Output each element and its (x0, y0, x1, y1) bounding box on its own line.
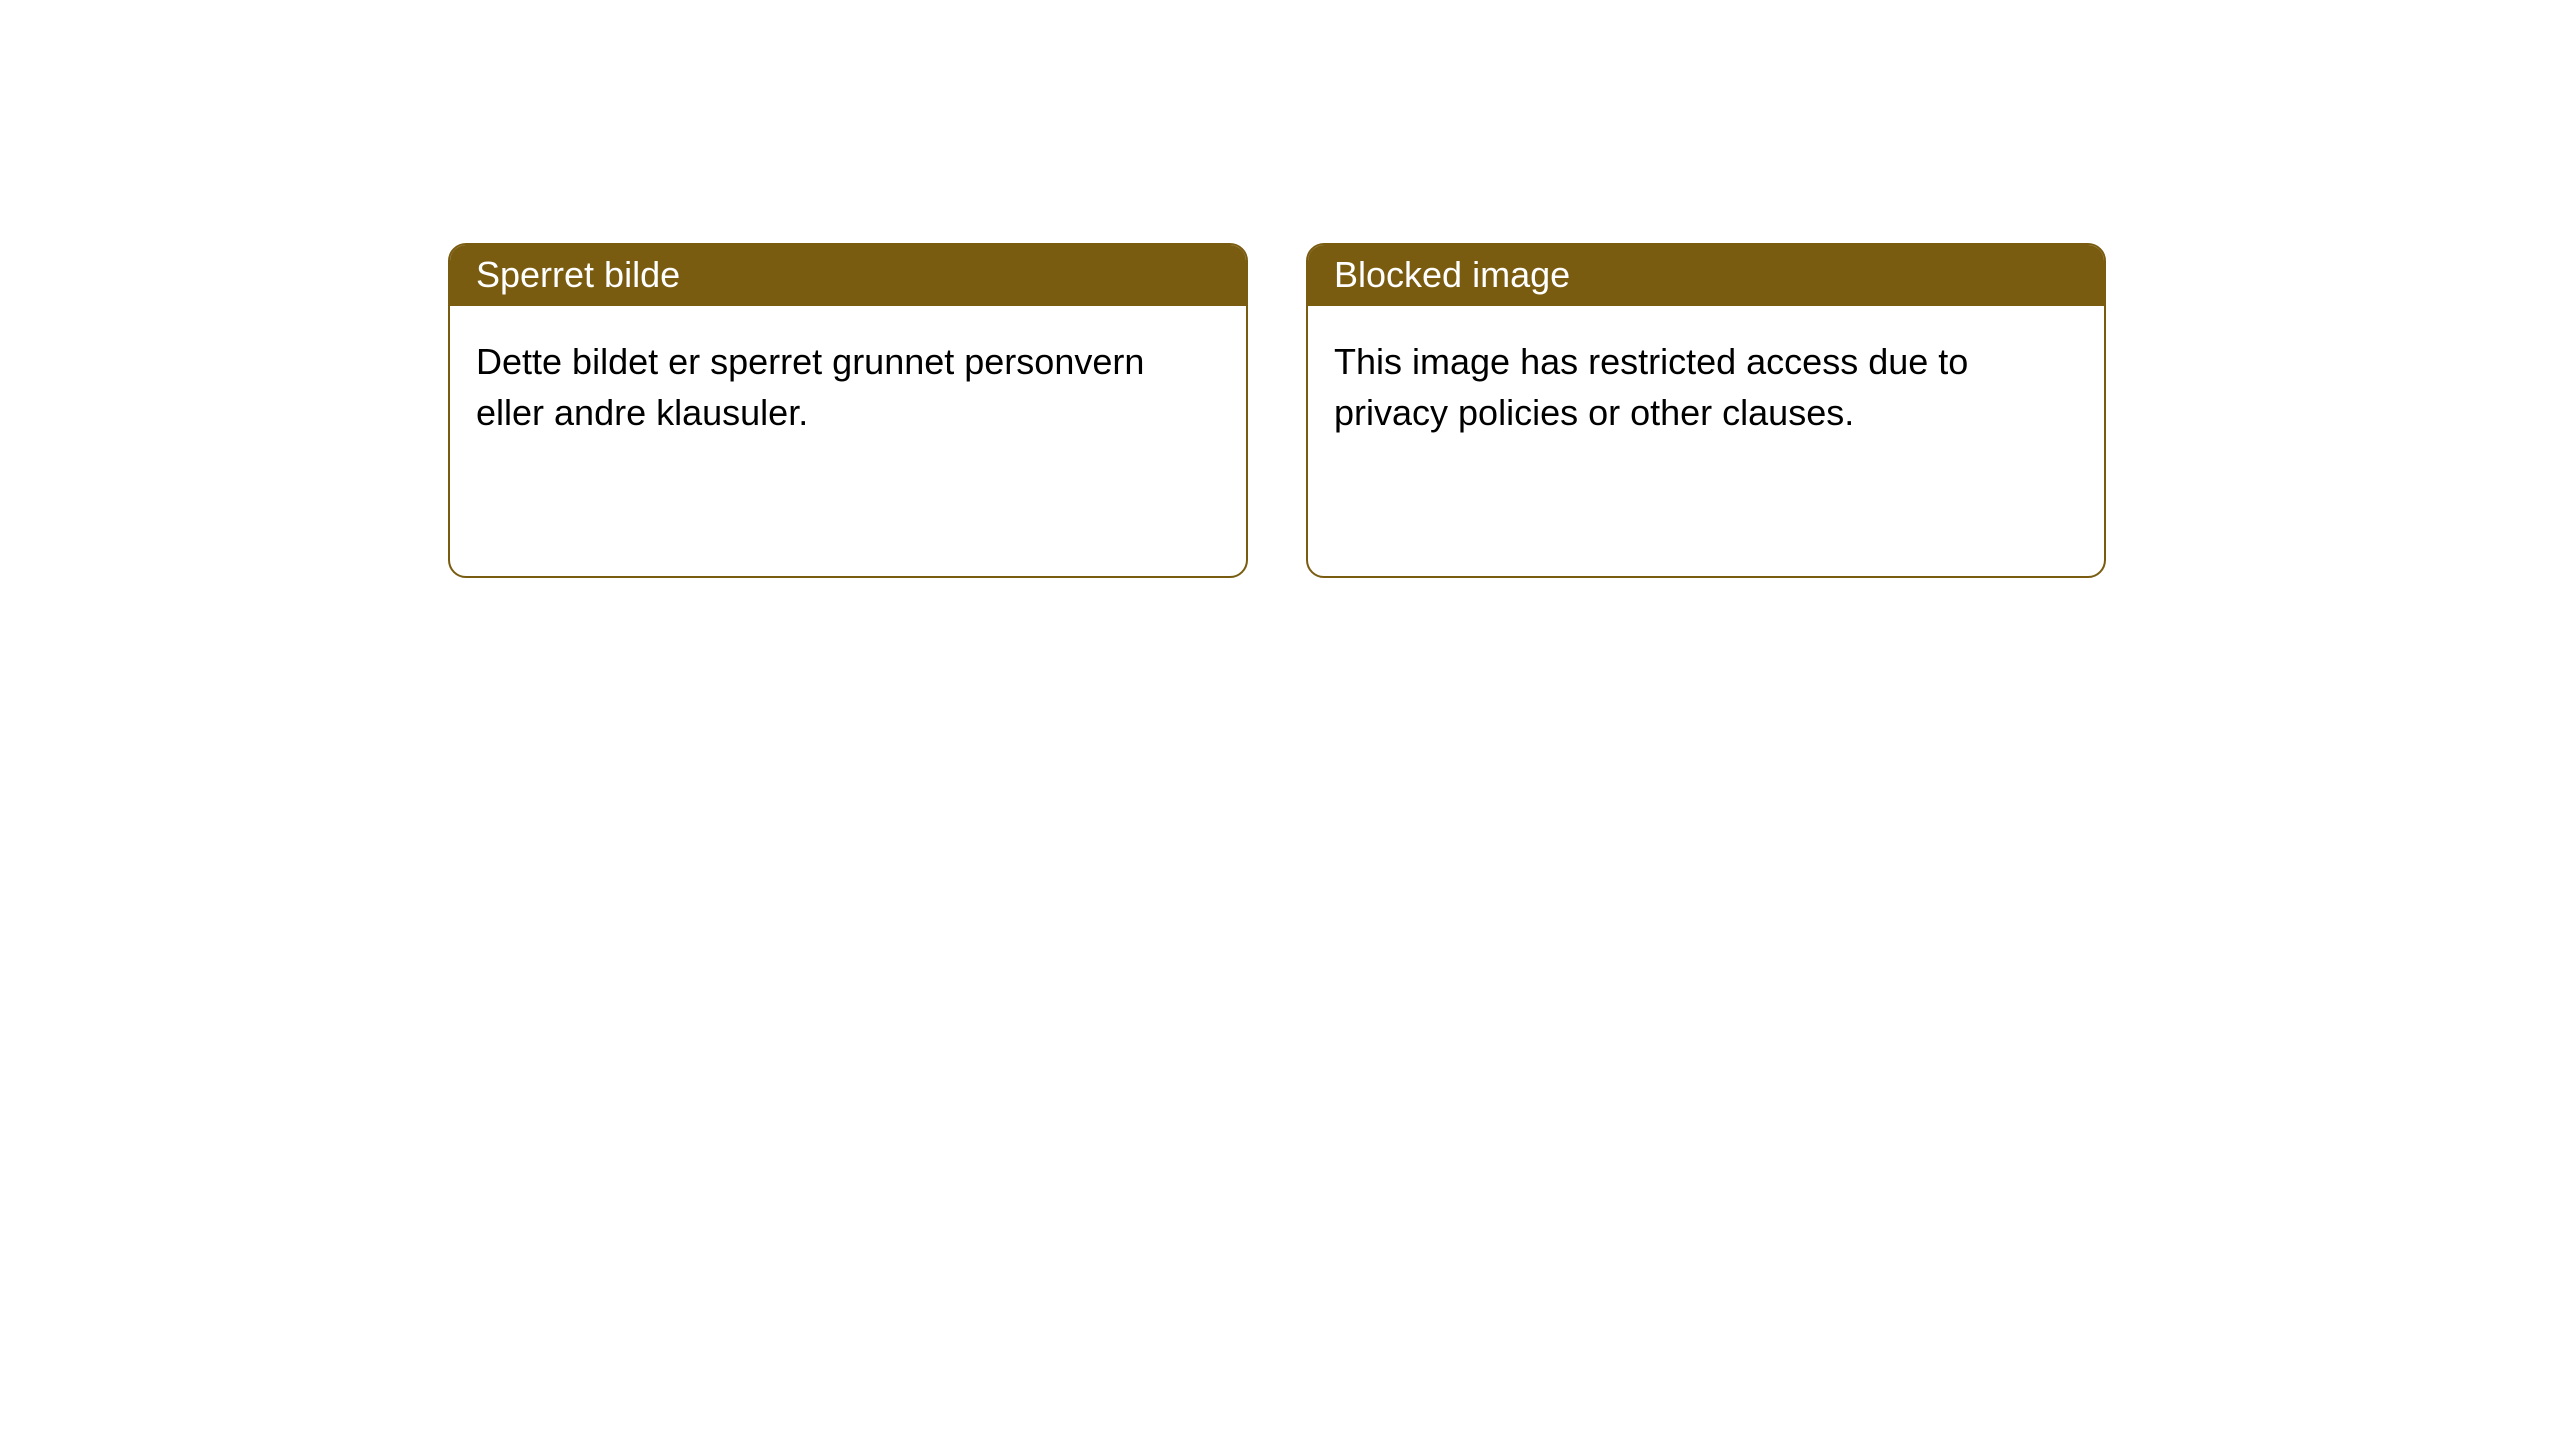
notice-title-en: Blocked image (1308, 245, 2104, 306)
notice-container: Sperret bilde Dette bildet er sperret gr… (0, 0, 2560, 578)
notice-title-no: Sperret bilde (450, 245, 1246, 306)
notice-card-no: Sperret bilde Dette bildet er sperret gr… (448, 243, 1248, 578)
notice-card-en: Blocked image This image has restricted … (1306, 243, 2106, 578)
notice-body-en: This image has restricted access due to … (1308, 306, 2104, 576)
notice-body-no: Dette bildet er sperret grunnet personve… (450, 306, 1246, 576)
